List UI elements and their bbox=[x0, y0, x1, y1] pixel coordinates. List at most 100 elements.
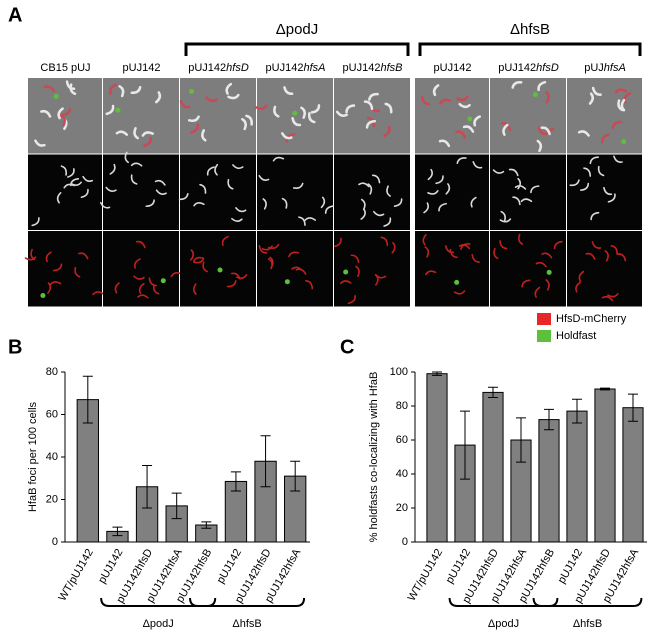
cell bbox=[591, 241, 602, 249]
cell bbox=[373, 210, 385, 217]
cell bbox=[225, 82, 233, 95]
holdfast bbox=[189, 88, 195, 94]
cell bbox=[45, 251, 52, 263]
cell bbox=[105, 104, 115, 116]
cell bbox=[189, 123, 199, 134]
cell bbox=[383, 217, 392, 227]
cell bbox=[24, 256, 37, 261]
error-bar bbox=[260, 435, 271, 488]
cell bbox=[580, 182, 590, 192]
cell bbox=[537, 80, 547, 92]
cell bbox=[324, 205, 334, 214]
cell bbox=[492, 169, 505, 174]
holdfast bbox=[40, 292, 46, 298]
cell bbox=[69, 83, 77, 96]
column-label-part: pUJ142 bbox=[266, 62, 304, 74]
bracket bbox=[100, 597, 217, 607]
micrograph bbox=[103, 154, 179, 230]
cell bbox=[31, 217, 40, 227]
group-label: ΔhfsB bbox=[573, 618, 602, 630]
column-label: pUJ142 bbox=[434, 62, 472, 74]
cell bbox=[470, 196, 477, 208]
cell bbox=[170, 272, 182, 278]
micrograph bbox=[490, 154, 566, 230]
cell bbox=[133, 275, 145, 280]
legend-label: HfsD-mCherry bbox=[556, 313, 627, 325]
column-label: CB15 pUJ bbox=[40, 62, 90, 74]
cell bbox=[611, 120, 623, 130]
cell bbox=[227, 93, 240, 100]
x-tick-label: pUJ142 bbox=[556, 547, 585, 586]
y-tick-label: 0 bbox=[52, 536, 58, 548]
cell bbox=[305, 280, 314, 290]
cell bbox=[471, 254, 480, 263]
bar bbox=[426, 373, 448, 543]
legend-label: Holdfast bbox=[556, 330, 596, 342]
cell bbox=[614, 88, 628, 94]
cell bbox=[617, 99, 624, 112]
x-tick-label: WT/pUJ142 bbox=[406, 547, 445, 603]
cell bbox=[141, 131, 154, 137]
cell bbox=[420, 95, 431, 106]
error-bar bbox=[432, 371, 442, 376]
holdfast bbox=[115, 107, 121, 113]
cell bbox=[262, 198, 267, 210]
holdfast bbox=[217, 267, 223, 273]
x-tick-label: pUJ142 bbox=[444, 547, 473, 586]
cell bbox=[610, 245, 618, 255]
cell bbox=[298, 216, 306, 226]
column-label: pUJ142 bbox=[123, 62, 161, 74]
cell bbox=[534, 286, 541, 298]
cell bbox=[241, 117, 247, 131]
group-label: ΔhfsB bbox=[232, 618, 261, 630]
cell bbox=[607, 292, 619, 298]
column-label-part: pUJ142 bbox=[343, 62, 381, 74]
cell bbox=[511, 81, 523, 89]
cell bbox=[340, 280, 352, 285]
micrograph bbox=[28, 231, 102, 307]
micrograph bbox=[103, 78, 179, 154]
cell bbox=[49, 281, 62, 286]
error-bar bbox=[290, 460, 301, 492]
cell bbox=[273, 105, 280, 118]
cell bbox=[518, 233, 524, 245]
cell bbox=[43, 85, 56, 93]
cell bbox=[300, 106, 306, 119]
y-tick-label: 80 bbox=[396, 400, 408, 412]
column-label-part: pUJ142 bbox=[123, 62, 161, 74]
cell bbox=[109, 163, 116, 175]
cell bbox=[603, 186, 613, 196]
cell bbox=[320, 196, 326, 209]
cell bbox=[201, 129, 207, 142]
cell bbox=[199, 183, 207, 194]
cell bbox=[438, 202, 447, 212]
cell bbox=[188, 115, 200, 123]
micrograph bbox=[567, 78, 642, 154]
holdfast bbox=[284, 279, 290, 285]
cell bbox=[623, 92, 632, 104]
cell bbox=[281, 197, 288, 209]
cell bbox=[368, 92, 379, 101]
micrograph bbox=[257, 78, 333, 154]
micrograph bbox=[567, 231, 642, 307]
cell bbox=[67, 168, 75, 178]
panel-label: B bbox=[8, 336, 22, 358]
error-bar bbox=[572, 398, 582, 424]
cell bbox=[597, 165, 605, 177]
cell bbox=[424, 270, 437, 276]
cell bbox=[57, 107, 64, 120]
holdfast bbox=[532, 92, 538, 98]
cell bbox=[600, 133, 610, 144]
holdfast bbox=[292, 110, 298, 116]
micrograph bbox=[490, 231, 566, 307]
cell bbox=[221, 235, 229, 246]
error-bar bbox=[171, 492, 182, 520]
cell bbox=[82, 175, 94, 183]
y-axis-label: % holdfasts co-localizing with HfaB bbox=[368, 372, 380, 543]
cell bbox=[130, 174, 138, 185]
cell bbox=[235, 207, 247, 213]
cell bbox=[439, 98, 452, 105]
cell bbox=[134, 258, 141, 269]
cell bbox=[145, 199, 155, 208]
